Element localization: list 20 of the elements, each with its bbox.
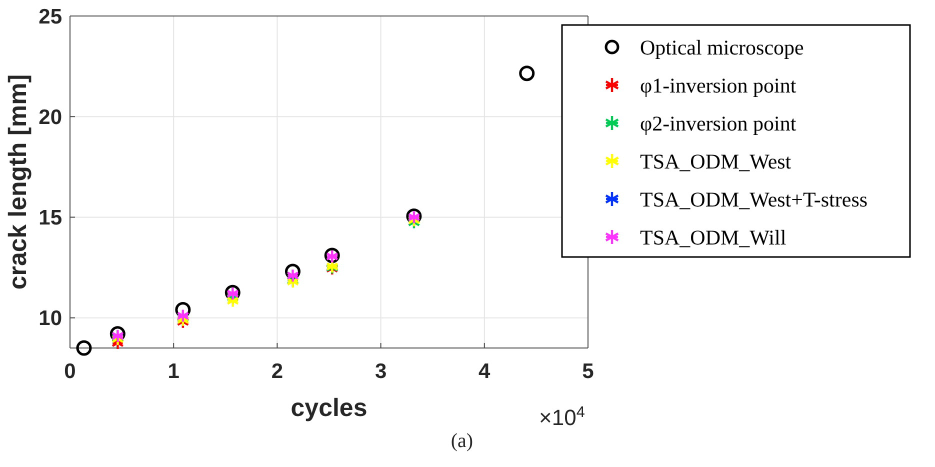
y-axis-title: crack length [mm] bbox=[4, 74, 32, 290]
x-tick-label: 4 bbox=[478, 360, 491, 383]
x-tick-label: 3 bbox=[374, 360, 387, 383]
x-tick-label: 5 bbox=[582, 360, 594, 383]
text: (a) bbox=[450, 430, 474, 452]
x-axis-title: cycles bbox=[290, 394, 368, 422]
legend-label: φ1-inversion point bbox=[640, 73, 796, 98]
y-tick-label: 15 bbox=[38, 206, 62, 230]
x-tick-label: 2 bbox=[271, 360, 284, 383]
x-tick-label: 1 bbox=[168, 360, 180, 383]
y-tick-label: 10 bbox=[38, 307, 62, 330]
legend-label: TSA_ODM_West+T-stress bbox=[640, 187, 868, 212]
legend-label: φ2-inversion point bbox=[640, 111, 796, 136]
text: ×10$^{4}$ bbox=[539, 404, 586, 430]
legend-label: TSA_ODM_West bbox=[640, 149, 792, 174]
x-tick-label: 0 bbox=[64, 360, 76, 383]
legend-label: TSA_ODM_Will bbox=[640, 225, 786, 250]
y-tick-label: 25 bbox=[38, 5, 62, 28]
y-tick-label: 20 bbox=[38, 106, 62, 129]
legend-label: Optical microscope bbox=[640, 35, 804, 60]
